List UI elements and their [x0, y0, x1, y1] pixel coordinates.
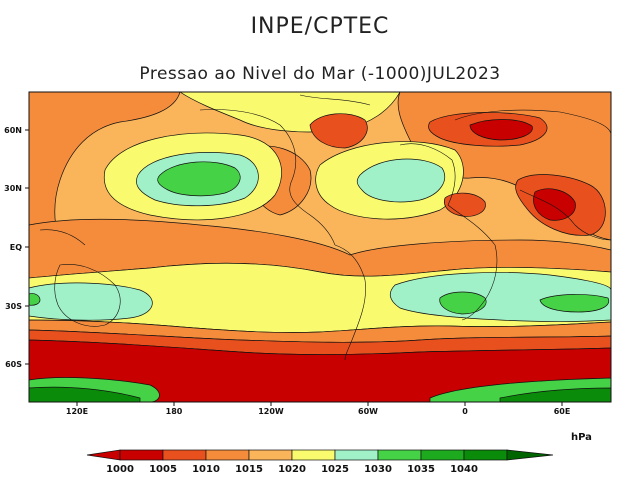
- map-subtitle: Pressao ao Nivel do Mar (-1000)JUL2023: [139, 64, 501, 84]
- colorbar-swatch: [205, 449, 250, 461]
- colorbar-swatch: [463, 449, 508, 461]
- colorbar-unit: hPa: [571, 432, 592, 443]
- lat-label-30n: 30N: [4, 184, 22, 193]
- lon-label-60e: 60E: [554, 407, 571, 416]
- colorbar-swatch: [248, 449, 293, 461]
- lon-label-120e: 120E: [66, 407, 88, 416]
- field-asia-low-1000: [533, 188, 576, 221]
- lon-axis: 120E 180 120W 60W 0 60E: [66, 402, 570, 416]
- pressure-field: [29, 92, 611, 402]
- lon-label-120w: 120W: [258, 407, 284, 416]
- colorbar-arrow-high: [506, 449, 554, 461]
- colorbar-label: 1015: [235, 464, 263, 475]
- colorbar-label: 1030: [364, 464, 392, 475]
- field-antarctic-high-west-core: [29, 386, 141, 402]
- field-satlantic-high-1025: [439, 291, 487, 315]
- colorbar-label: 1035: [407, 464, 435, 475]
- field-australia-high-1020: [29, 282, 153, 321]
- colorbar-swatch: [291, 449, 336, 461]
- lon-label-60w: 60W: [358, 407, 378, 416]
- field-greenland-low-1005: [309, 113, 368, 149]
- lat-axis: 60N 30N EQ 30S 60S: [4, 126, 29, 369]
- colorbar: 1000 1005 1010 1015 1020 1025 1030 1035 …: [86, 449, 554, 475]
- field-indian-high-1025: [539, 294, 610, 313]
- coastlines: [39, 94, 611, 361]
- field-southern-1000: [29, 339, 611, 402]
- field-azores-high-1020: [356, 158, 446, 203]
- colorbar-label: 1040: [450, 464, 478, 475]
- colorbar-swatch: [420, 449, 465, 461]
- colorbar-swatch: [334, 449, 379, 461]
- colorbar-label: 1000: [106, 464, 134, 475]
- field-australia-high-1025: [29, 293, 41, 306]
- colorbar-swatch: [162, 449, 207, 461]
- field-antarctic-high-east-core: [499, 387, 611, 402]
- colorbar-label: 1020: [278, 464, 306, 475]
- lon-label-180: 180: [166, 407, 183, 416]
- field-arctic-low-1000: [469, 119, 533, 141]
- lon-label-0: 0: [462, 407, 468, 416]
- colorbar-label: 1025: [321, 464, 349, 475]
- colorbar-arrow-low: [86, 449, 121, 461]
- field-npacific-high-1025: [157, 161, 241, 197]
- field-sahara-low-1005: [444, 192, 486, 217]
- colorbar-label: 1010: [192, 464, 220, 475]
- lat-label-30s: 30S: [5, 302, 22, 311]
- colorbar-swatch: [119, 449, 164, 461]
- lat-label-60n: 60N: [4, 126, 22, 135]
- lat-label-60s: 60S: [5, 360, 22, 369]
- colorbar-swatch: [377, 449, 422, 461]
- institution-title: INPE/CPTEC: [250, 14, 390, 39]
- lat-label-eq: EQ: [10, 243, 22, 252]
- colorbar-label: 1005: [149, 464, 177, 475]
